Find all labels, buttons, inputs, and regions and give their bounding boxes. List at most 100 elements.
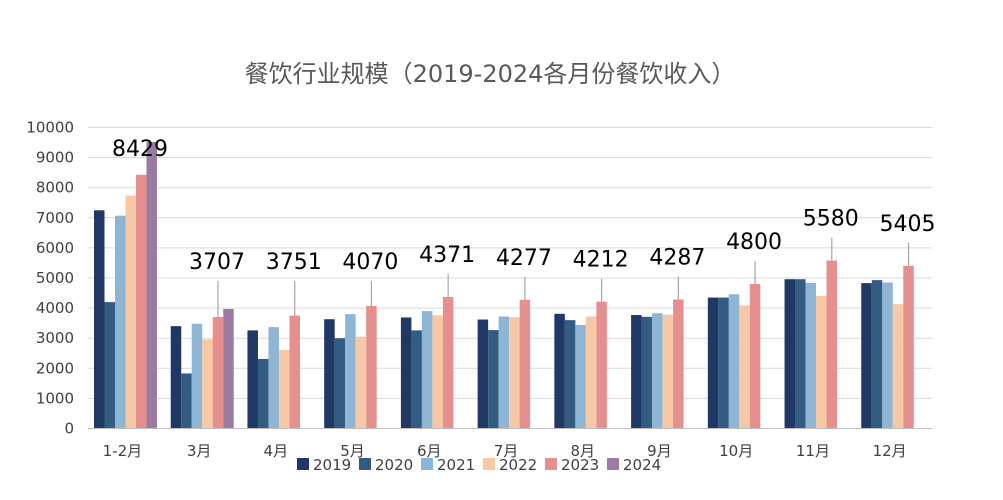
bar-2019	[784, 279, 796, 429]
legend-label-2021: 2021	[437, 456, 475, 474]
bar-2020	[334, 338, 346, 429]
legend: 2019 2020 2021 2022 2023 2024	[297, 456, 661, 474]
data-label: 4277	[496, 246, 552, 271]
legend-swatch-2023	[545, 458, 557, 470]
legend-swatch-2022	[483, 458, 495, 470]
y-tick-label: 7000	[36, 209, 74, 227]
bar-2021	[575, 324, 586, 429]
legend-label-2024: 2024	[623, 456, 661, 474]
bar-2023	[596, 301, 607, 429]
y-tick-label: 8000	[36, 179, 74, 197]
data-label: 3751	[266, 250, 322, 275]
legend-swatch-2024	[607, 458, 619, 470]
data-label: 4371	[419, 243, 475, 268]
legend-swatch-2019	[297, 458, 309, 470]
x-tick-label: 8月	[570, 442, 595, 460]
x-tick-label: 4月	[264, 442, 289, 460]
x-tick-label: 7月	[494, 442, 519, 460]
y-tick-label: 0	[64, 420, 74, 438]
bar-2019	[170, 326, 182, 429]
bar-2019	[554, 313, 565, 429]
bar-2023	[136, 174, 147, 429]
x-tick-label: 12月	[873, 442, 907, 460]
bar-2021	[652, 313, 663, 429]
bar-2023	[903, 265, 914, 429]
bar-2022	[202, 339, 213, 429]
y-tick-label: 3000	[36, 329, 74, 347]
data-label-leaders	[217, 237, 910, 317]
x-tick-label: 6月	[417, 442, 442, 460]
bar-2024	[146, 141, 157, 429]
x-tick-label: 1-2月	[103, 442, 143, 460]
bar-2019	[400, 317, 412, 429]
bar-2021	[345, 314, 356, 429]
bar-2023	[212, 316, 224, 429]
bar-2022	[125, 195, 136, 429]
bar-2020	[795, 279, 806, 429]
bar-2020	[718, 297, 729, 429]
bar-2023	[442, 296, 454, 429]
bar-2020	[181, 373, 192, 429]
bar-2020	[871, 280, 883, 429]
bar-2023	[289, 315, 300, 429]
y-tick-label: 9000	[36, 149, 74, 167]
y-tick-label: 4000	[36, 299, 74, 317]
bar-2019	[477, 319, 489, 429]
bar-2022	[816, 295, 827, 429]
legend-label-2020: 2020	[375, 456, 413, 474]
bar-2019	[861, 283, 872, 429]
bar-2021	[191, 323, 203, 429]
bar-2019	[324, 319, 335, 429]
data-label: 4212	[573, 248, 629, 273]
bar-2020	[488, 330, 499, 429]
bar-2021	[421, 311, 433, 429]
data-label: 4070	[342, 250, 398, 275]
bar-2021	[268, 327, 279, 429]
bar-2021	[498, 316, 510, 429]
x-tick-label: 3月	[187, 442, 212, 460]
bar-2023	[673, 299, 684, 429]
bar-2022	[739, 305, 750, 429]
bar-2020	[257, 358, 269, 429]
bar-2022	[585, 316, 597, 429]
axes: 0 1000 2000 3000 4000 5000 6000 7000 8000 9000 100…	[26, 119, 932, 460]
bar-2022	[355, 336, 367, 429]
chart-title: 餐饮行业规模（2019-2024各月份餐饮收入）	[245, 60, 736, 88]
data-labels: 8429 3707 3751 4070 4371 4277 4212 4287 4800 5580…	[112, 137, 936, 275]
data-label: 3707	[189, 250, 245, 275]
bar-2019	[247, 330, 258, 429]
bar-2022	[509, 317, 520, 429]
data-label: 8429	[112, 137, 168, 162]
bar-2024	[223, 309, 234, 429]
y-tick-label: 1000	[36, 389, 74, 407]
legend-label-2023: 2023	[561, 456, 599, 474]
bar-2019	[631, 315, 642, 429]
bar-2019	[94, 210, 105, 429]
legend-label-2022: 2022	[499, 456, 537, 474]
data-label: 4800	[726, 230, 782, 255]
bar-2022	[662, 314, 674, 429]
bar-2022	[432, 315, 443, 429]
y-tick-label: 5000	[36, 269, 74, 287]
y-tick-label: 2000	[36, 359, 74, 377]
bar-2020	[564, 320, 576, 429]
x-tick-label: 9月	[647, 442, 672, 460]
bar-2021	[805, 282, 817, 429]
bar-2021	[728, 294, 740, 429]
bar-2021	[115, 215, 126, 429]
data-label: 5580	[803, 207, 859, 232]
bar-2023	[519, 299, 531, 429]
x-tick-label: 11月	[796, 442, 830, 460]
bar-2021	[882, 282, 893, 429]
legend-swatch-2021	[421, 458, 433, 470]
bar-2020	[104, 302, 115, 429]
bar-2020	[411, 330, 422, 429]
legend-label-2019: 2019	[313, 456, 351, 474]
y-tick-label: 6000	[36, 239, 74, 257]
bar-2023	[366, 305, 377, 429]
legend-swatch-2020	[359, 458, 371, 470]
data-label: 4287	[649, 245, 705, 270]
data-label: 5405	[880, 212, 936, 237]
